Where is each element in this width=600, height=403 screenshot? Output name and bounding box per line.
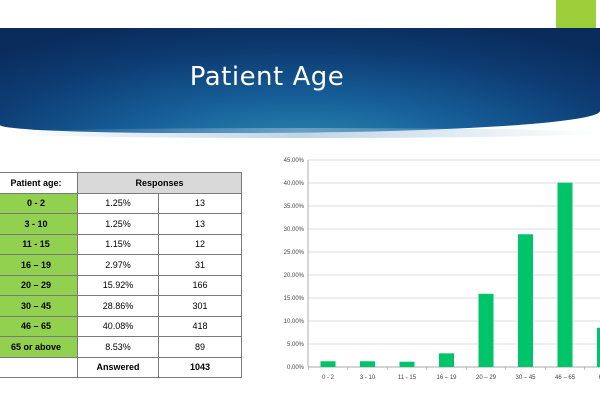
percent-cell: 28.86% xyxy=(77,295,159,317)
age-cell: 0 - 2 xyxy=(0,192,78,214)
responses-column-header: Responses xyxy=(77,172,242,194)
table-row: 3 - 10 1.25% 13 xyxy=(0,213,242,235)
table-row: 0 - 2 1.25% 13 xyxy=(0,192,242,214)
x-tick-label: 65 o xyxy=(599,375,600,381)
y-tick-label: 45.00% xyxy=(284,158,305,164)
count-cell: 12 xyxy=(158,233,242,255)
bar xyxy=(597,327,600,367)
table-row: 65 or above 8.53% 89 xyxy=(0,336,242,358)
y-tick-label: 10.00% xyxy=(284,319,305,325)
y-tick-label: 30.00% xyxy=(284,227,305,233)
count-cell: 31 xyxy=(158,254,242,276)
bar xyxy=(518,234,533,367)
y-tick-label: 5.00% xyxy=(287,342,305,348)
x-tick-label: 30 – 45 xyxy=(515,375,536,381)
percent-cell: 1.25% xyxy=(77,192,159,214)
y-tick-label: 35.00% xyxy=(284,204,305,210)
count-cell: 418 xyxy=(158,315,242,337)
x-tick-label: 0 - 2 xyxy=(322,375,335,381)
bar xyxy=(478,293,494,367)
table-footer-row: Answered 1043 xyxy=(0,356,242,378)
count-cell: 89 xyxy=(158,336,242,358)
count-cell: 166 xyxy=(158,274,242,296)
bar xyxy=(557,182,573,367)
table-header-row: Patient age: Responses xyxy=(0,172,242,194)
x-tick-label: 11 - 15 xyxy=(398,375,417,381)
age-cell: 65 or above xyxy=(0,336,78,358)
count-cell: 13 xyxy=(158,213,242,235)
bar xyxy=(439,353,454,367)
percent-cell: 1.25% xyxy=(77,213,159,235)
answered-label: Answered xyxy=(77,356,159,378)
percent-cell: 1.15% xyxy=(77,233,159,255)
percent-cell: 15.92% xyxy=(77,274,159,296)
age-cell: 11 - 15 xyxy=(0,233,78,255)
y-tick-label: 40.00% xyxy=(284,181,305,187)
footer-blank-cell xyxy=(0,356,78,378)
x-tick-label: 3 - 10 xyxy=(360,375,376,381)
patient-age-table: Patient age: Responses 0 - 2 1.25% 13 3 - 1… xyxy=(0,172,242,378)
slide-title: Patient Age xyxy=(189,62,345,92)
count-cell: 301 xyxy=(158,295,242,317)
banner-swoosh xyxy=(0,128,600,138)
percent-cell: 8.53% xyxy=(77,336,159,358)
bar xyxy=(399,361,415,367)
y-tick-label: 20.00% xyxy=(284,273,305,279)
y-tick-label: 0.00% xyxy=(287,365,305,371)
age-cell: 20 – 29 xyxy=(0,274,78,296)
title-banner xyxy=(0,28,600,133)
table-row: 30 – 45 28.86% 301 xyxy=(0,295,242,317)
answered-total: 1043 xyxy=(158,356,242,378)
bar xyxy=(360,361,375,367)
age-cell: 46 – 65 xyxy=(0,315,78,337)
y-tick-label: 15.00% xyxy=(284,296,305,302)
y-tick-label: 25.00% xyxy=(284,250,305,256)
x-tick-label: 16 – 19 xyxy=(436,375,457,381)
age-column-header: Patient age: xyxy=(0,172,78,194)
percent-cell: 2.97% xyxy=(77,254,159,276)
table-row: 20 – 29 15.92% 166 xyxy=(0,274,242,296)
table-row: 46 – 65 40.08% 418 xyxy=(0,315,242,337)
table-row: 16 – 19 2.97% 31 xyxy=(0,254,242,276)
percent-cell: 40.08% xyxy=(77,315,159,337)
table-body: 0 - 2 1.25% 13 3 - 10 1.25% 13 11 - 15 1.15% 12 1… xyxy=(0,192,242,358)
x-tick-label: 46 – 65 xyxy=(555,375,576,381)
count-cell: 13 xyxy=(158,192,242,214)
age-cell: 16 – 19 xyxy=(0,254,78,276)
x-tick-label: 20 – 29 xyxy=(476,375,497,381)
age-cell: 3 - 10 xyxy=(0,213,78,235)
age-bar-chart: 0.00% 5.00% 10.00% 15.00% 20.00% 25.00% 30.00%… xyxy=(284,158,600,381)
table-row: 11 - 15 1.15% 12 xyxy=(0,233,242,255)
age-cell: 30 – 45 xyxy=(0,295,78,317)
bar xyxy=(320,361,336,367)
